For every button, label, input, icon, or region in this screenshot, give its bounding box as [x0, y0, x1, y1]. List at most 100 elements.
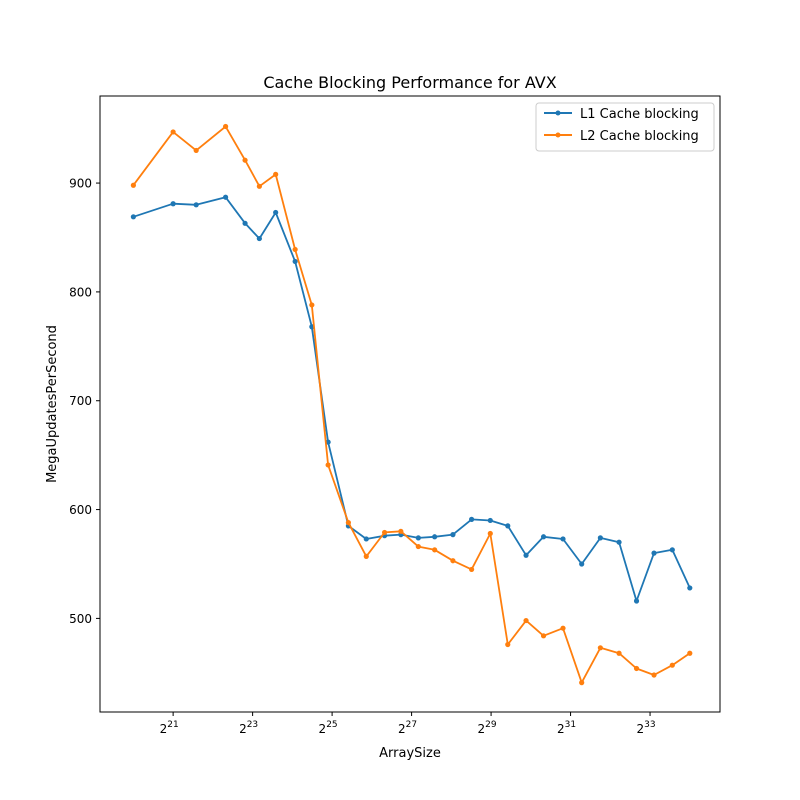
data-point: [633, 598, 640, 604]
x-tick-label: 225: [319, 720, 338, 736]
data-point: [193, 202, 199, 208]
data-point: [130, 182, 136, 188]
series-2: [130, 123, 693, 686]
data-point: [256, 183, 262, 189]
data-point: [579, 680, 585, 686]
data-point: [560, 536, 566, 542]
legend-box: [535, 102, 715, 152]
data-point: [616, 539, 622, 545]
legend: L1 Cache blocking L2 Cache blocking: [535, 102, 715, 152]
y-tick-label: 800: [69, 285, 92, 299]
legend-label-l1: L1 Cache blocking: [580, 107, 699, 122]
data-point: [363, 536, 369, 542]
data-point: [309, 302, 315, 308]
x-tick-exponent: 33: [644, 720, 655, 730]
data-point: [633, 665, 640, 672]
data-point: [273, 171, 279, 177]
y-axis: 500 600 700 800 900: [69, 177, 100, 626]
data-point: [432, 534, 438, 540]
x-tick-label: 231: [557, 720, 576, 736]
data-point: [469, 516, 475, 522]
data-point: [487, 517, 493, 524]
data-point: [687, 585, 693, 591]
data-point: [597, 645, 603, 651]
chart-title: Cache Blocking Performance for AVX: [263, 73, 556, 92]
series-1: [130, 194, 693, 604]
series-layer: [130, 123, 693, 686]
data-point: [450, 532, 456, 538]
x-tick-exponent: 29: [485, 720, 497, 730]
data-point: [415, 535, 421, 541]
data-point: [687, 650, 693, 656]
legend-label-l2: L2 Cache blocking: [580, 129, 699, 144]
y-tick-label: 500: [69, 612, 92, 626]
data-point: [540, 633, 547, 639]
data-point: [170, 129, 176, 135]
data-point: [432, 547, 438, 553]
legend-marker-l2: [555, 132, 561, 138]
x-tick-exponent: 27: [406, 720, 417, 730]
data-point: [193, 147, 199, 154]
y-tick-label: 900: [69, 177, 92, 191]
data-point: [616, 650, 622, 656]
x-tick-base: 2: [239, 722, 247, 736]
data-point: [242, 157, 248, 163]
x-tick-label: 233: [637, 720, 656, 736]
x-tick-base: 2: [319, 722, 327, 736]
data-point: [669, 547, 675, 553]
x-tick-base: 2: [398, 722, 406, 736]
series-line: [132, 125, 691, 684]
data-point: [292, 246, 298, 253]
data-point: [487, 530, 493, 537]
series-line: [133, 196, 691, 602]
x-axis: 221 223 225 227 229 231 233: [160, 712, 656, 736]
data-point: [345, 520, 351, 526]
data-point: [256, 235, 262, 242]
x-tick-label: 227: [398, 720, 417, 736]
data-point: [651, 672, 657, 678]
x-tick-base: 2: [478, 722, 486, 736]
data-point: [669, 662, 675, 668]
data-point: [450, 558, 456, 564]
x-tick-base: 2: [160, 722, 168, 736]
data-point: [597, 535, 603, 541]
data-point: [505, 641, 511, 648]
data-point: [523, 617, 529, 624]
data-point: [222, 123, 229, 130]
x-axis-label: ArraySize: [379, 746, 441, 761]
data-point: [651, 550, 657, 556]
data-point: [170, 201, 176, 207]
data-point: [363, 553, 369, 559]
y-tick-label: 600: [69, 503, 92, 517]
data-point: [523, 552, 529, 558]
data-point: [415, 543, 421, 550]
x-tick-exponent: 25: [326, 720, 337, 730]
x-tick-label: 221: [160, 720, 179, 736]
data-point: [579, 561, 585, 567]
data-point: [469, 566, 475, 573]
data-point: [325, 462, 331, 468]
data-point: [381, 529, 388, 536]
plot-frame: [99, 95, 721, 713]
data-point: [540, 534, 547, 540]
data-point: [130, 214, 136, 220]
legend-marker-l1: [555, 110, 561, 116]
x-tick-label: 229: [478, 720, 497, 736]
x-tick-base: 2: [637, 722, 645, 736]
y-tick-label: 700: [69, 394, 92, 408]
data-point: [292, 258, 298, 265]
x-tick-exponent: 31: [565, 720, 576, 730]
data-point: [505, 523, 511, 529]
data-point: [222, 194, 229, 200]
data-point: [242, 220, 248, 226]
data-point: [398, 528, 404, 534]
x-tick-label: 223: [239, 720, 258, 736]
y-axis-label: MegaUpdatesPerSecond: [45, 325, 60, 483]
x-tick-base: 2: [557, 722, 565, 736]
data-point: [273, 209, 279, 216]
data-point: [560, 625, 566, 631]
x-tick-exponent: 21: [167, 720, 178, 730]
data-point: [325, 439, 331, 445]
